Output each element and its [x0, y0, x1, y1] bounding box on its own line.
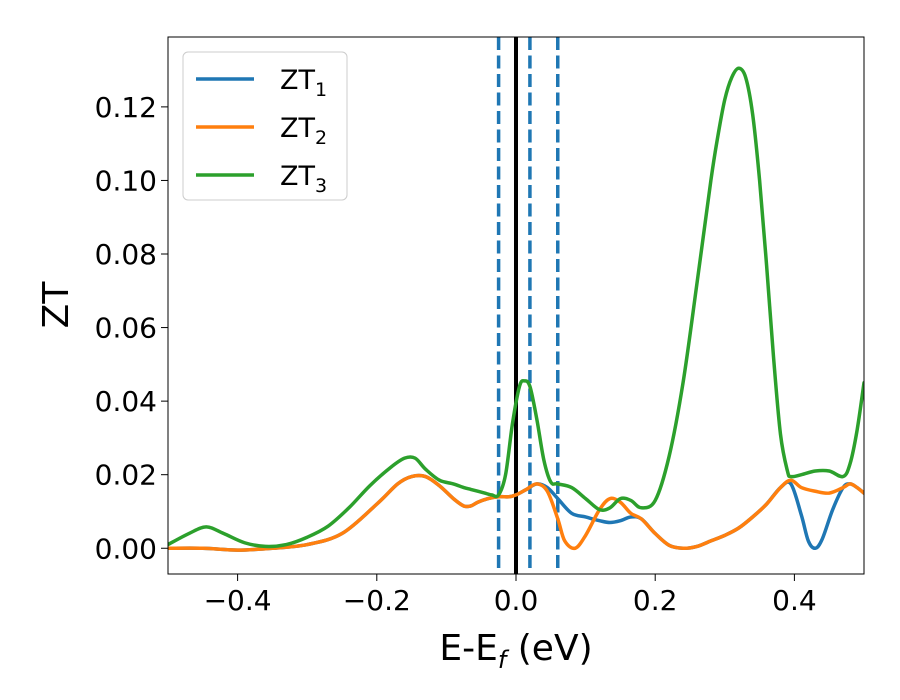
- x-axis-label-unit: (eV): [506, 628, 592, 669]
- y-tick-label: 0.06: [95, 312, 157, 345]
- series-line-zt2: [168, 473, 864, 552]
- x-axis-label-main: E-E: [439, 628, 497, 669]
- series-line-zt3: [168, 66, 864, 549]
- y-tick-label: 0.02: [95, 459, 157, 492]
- x-axis-ticks: −0.4 −0.2 0.0 0.2 0.4: [204, 574, 817, 617]
- legend-box: [182, 51, 348, 201]
- y-tick-label: 0.10: [95, 164, 157, 197]
- legend-label-zt3: ZT3: [280, 161, 327, 197]
- y-tick-label: 0.12: [95, 91, 157, 124]
- x-tick-label: −0.2: [343, 584, 411, 617]
- y-axis-ticks: 0.00 0.02 0.04 0.06 0.08 0.10 0.12: [95, 91, 168, 565]
- x-tick-label: −0.4: [204, 584, 272, 617]
- y-tick-label: 0.04: [95, 385, 157, 418]
- legend-label-zt2: ZT2: [280, 113, 327, 149]
- legend-label-zt1: ZT1: [280, 65, 327, 101]
- y-axis-label: ZT: [36, 281, 77, 329]
- series-lines: [168, 66, 864, 552]
- x-tick-label: 0.2: [633, 584, 678, 617]
- y-tick-label: 0.08: [95, 238, 157, 271]
- x-tick-label: 0.0: [494, 584, 539, 617]
- x-tick-label: 0.4: [772, 584, 817, 617]
- x-axis-label: E-Ef (eV): [439, 628, 592, 674]
- legend: ZT1 ZT2 ZT3: [182, 51, 348, 201]
- y-tick-label: 0.00: [95, 532, 157, 565]
